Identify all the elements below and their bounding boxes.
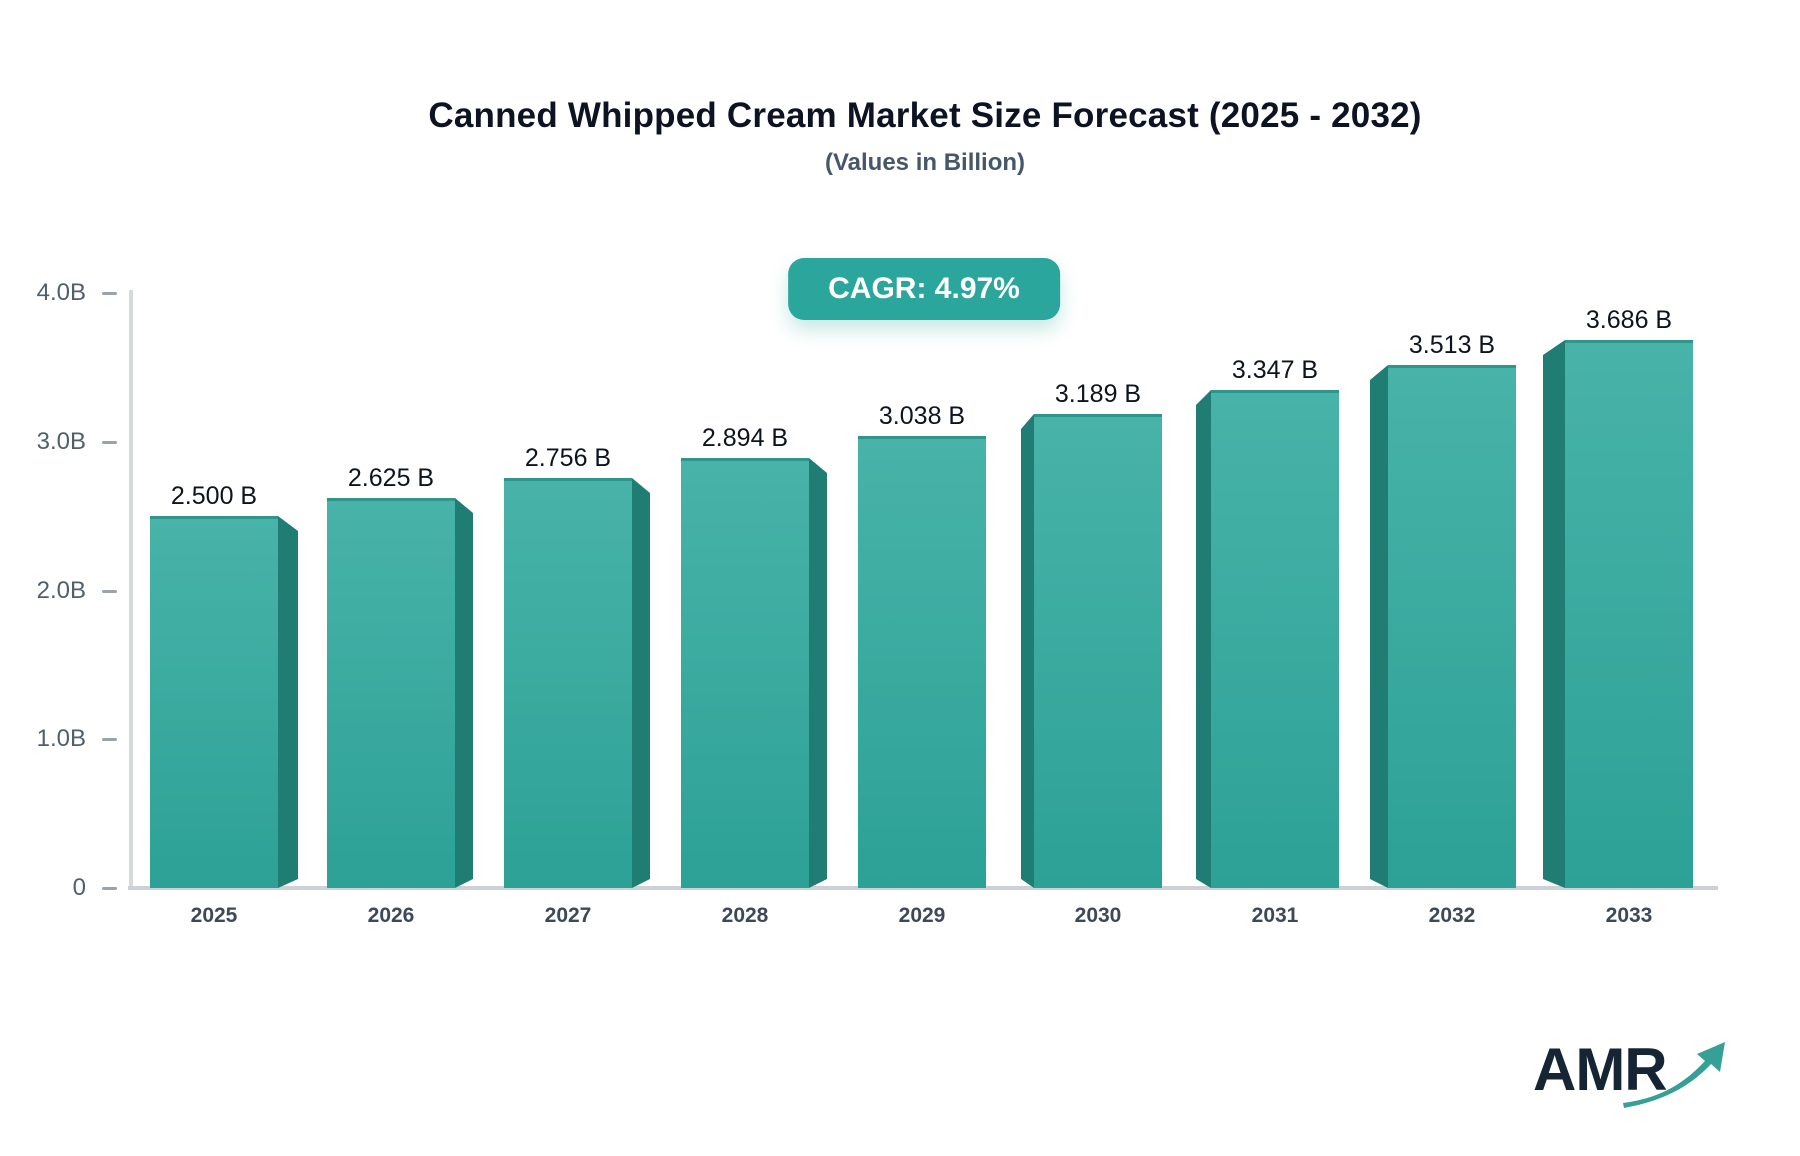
x-axis-line [128, 886, 1718, 890]
bar-face-2030 [1034, 414, 1162, 888]
x-axis-year-label: 2027 [544, 904, 592, 927]
cagr-badge: CAGR: 4.97% [788, 258, 1060, 320]
y-tick-dash [102, 589, 117, 593]
bar-face-2026 [327, 498, 455, 888]
bar-value-label: 3.347 B [1231, 356, 1319, 384]
y-tick-dash [102, 292, 117, 295]
chart-title: Canned Whipped Cream Market Size Forecas… [428, 96, 1422, 135]
y-tick-label: 2.0B [36, 576, 86, 604]
bar-side-2028 [809, 458, 827, 888]
y-tick-dash [102, 440, 117, 444]
y-tick-label: 4.0B [36, 279, 86, 306]
bar-value-label: 3.038 B [878, 402, 966, 430]
y-tick-dash [102, 738, 117, 742]
y-tick-label: 1.0B [36, 725, 86, 753]
bar-face-2033 [1565, 340, 1693, 888]
bar-side-2033 [1543, 340, 1565, 888]
x-axis-year-label: 2026 [367, 904, 415, 927]
amr-logo: AMR [1533, 1035, 1733, 1125]
bar-value-label: 3.513 B [1408, 331, 1496, 359]
bar-face-2027 [504, 478, 632, 888]
x-axis-year-label: 2029 [898, 904, 946, 927]
x-axis-year-label: 2033 [1605, 904, 1653, 927]
bar-side-2026 [455, 498, 473, 888]
x-axis-year-label: 2028 [721, 904, 769, 927]
bar-value-label: 2.894 B [701, 424, 789, 452]
bar-face-2032 [1388, 365, 1516, 888]
bar-value-label: 2.500 B [170, 482, 258, 510]
bar-side-2030 [1021, 414, 1034, 888]
growth-arrow-icon [1623, 1042, 1725, 1108]
bar-value-label: 3.189 B [1054, 380, 1142, 408]
bar-side-2032 [1370, 365, 1388, 888]
bar-value-label: 3.686 B [1585, 306, 1673, 334]
bar-value-label: 2.625 B [347, 464, 435, 492]
bar-side-2027 [632, 478, 650, 888]
bar-face-2028 [681, 458, 809, 888]
bar-side-2031 [1196, 390, 1211, 888]
x-axis-year-label: 2032 [1428, 904, 1476, 927]
y-axis-line [129, 290, 133, 888]
x-axis-year-label: 2025 [190, 904, 238, 927]
chart-subtitle: (Values in Billion) [824, 149, 1026, 176]
y-tick-dash [102, 887, 117, 890]
x-axis-year-label: 2030 [1074, 904, 1122, 927]
bar-side-2025 [278, 516, 298, 888]
bar-value-label: 2.756 B [524, 444, 612, 472]
amr-logo-text: AMR [1533, 1036, 1668, 1103]
bar-face-2029 [858, 436, 986, 888]
bar-face-2025 [150, 516, 278, 888]
x-axis-year-label: 2031 [1251, 904, 1299, 927]
bar-face-2031 [1211, 390, 1339, 888]
y-tick-label: 0 [72, 874, 86, 901]
y-tick-label: 3.0B [36, 427, 86, 455]
